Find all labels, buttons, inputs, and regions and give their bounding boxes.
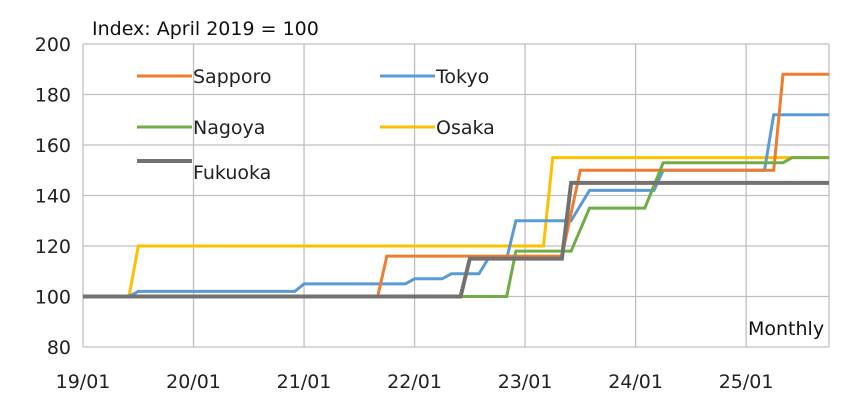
legend-label-sapporo: Sapporo bbox=[193, 66, 271, 88]
series-line-tokyo bbox=[83, 113, 829, 298]
x-tick-label: 19/01 bbox=[56, 371, 111, 393]
x-tick-label: 25/01 bbox=[719, 371, 774, 393]
x-axis-ticks: 19/01 20/01 21/01 22/01 23/01 24/01 25/01 bbox=[56, 371, 774, 393]
x-tick-label: 23/01 bbox=[498, 371, 553, 393]
y-tick-label: 180 bbox=[35, 85, 71, 107]
y-tick-label: 80 bbox=[47, 337, 71, 359]
y-axis-ticks: 80 100 120 140 160 180 200 bbox=[35, 34, 71, 359]
x-tick-label: 20/01 bbox=[166, 371, 221, 393]
chart-legend: Sapporo Tokyo Nagoya Osaka Fukuoka bbox=[137, 66, 495, 184]
y-tick-label: 140 bbox=[35, 186, 71, 208]
legend-label-nagoya: Nagoya bbox=[193, 117, 265, 139]
x-tick-label: 21/01 bbox=[277, 371, 332, 393]
chart-series-layer bbox=[83, 72, 829, 299]
chart-title: Index: April 2019 = 100 bbox=[92, 18, 319, 40]
frequency-note: Monthly bbox=[748, 318, 824, 340]
series-line-sapporo bbox=[83, 72, 829, 298]
y-tick-label: 200 bbox=[35, 34, 71, 56]
legend-label-fukuoka: Fukuoka bbox=[193, 162, 271, 184]
legend-label-osaka: Osaka bbox=[436, 117, 495, 139]
chart-grid bbox=[82, 43, 830, 348]
x-tick-label: 24/01 bbox=[608, 371, 663, 393]
y-tick-label: 160 bbox=[35, 135, 71, 157]
x-tick-label: 22/01 bbox=[387, 371, 442, 393]
series-line-nagoya bbox=[83, 156, 829, 298]
y-tick-label: 120 bbox=[35, 236, 71, 258]
series-line-fukuoka bbox=[83, 180, 829, 299]
y-tick-label: 100 bbox=[35, 287, 71, 309]
legend-label-tokyo: Tokyo bbox=[435, 66, 489, 88]
